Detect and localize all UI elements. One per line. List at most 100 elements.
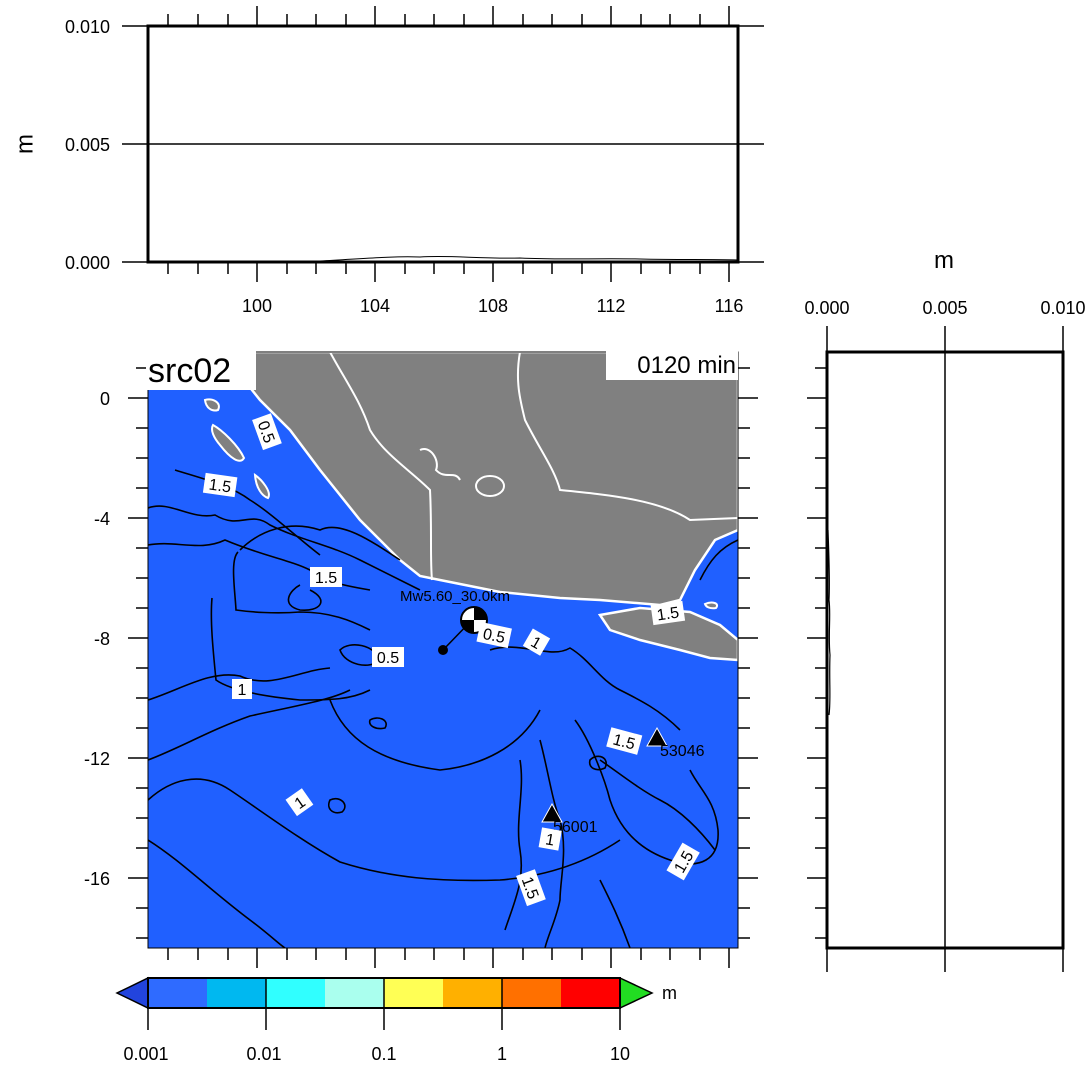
time-label: 0120 min (637, 352, 736, 379)
map-ytick: -8 (94, 629, 110, 649)
colorbar-segment (443, 978, 502, 1008)
lake (475, 475, 505, 497)
colorbar-segment (148, 978, 207, 1008)
colorbar-tick: 0.01 (246, 1044, 281, 1064)
contour-label: 1 (538, 827, 562, 851)
colorbar-tick: 0.1 (371, 1044, 396, 1064)
svg-text:1.5: 1.5 (518, 875, 542, 902)
right-xtick: 0.000 (804, 298, 849, 318)
contour-label: 1.5 (310, 567, 342, 587)
top-profile-panel: m 0.010 0.005 0.000 100 104 108 112 116 (11, 6, 764, 316)
contour-line (588, 755, 607, 771)
contour-line (287, 584, 322, 611)
contour-line (539, 739, 565, 948)
title-box (146, 350, 256, 390)
station-53046: 53046 (646, 726, 705, 760)
contour-line (148, 839, 286, 948)
map-ytick: 0 (100, 389, 110, 409)
contour-line (368, 717, 387, 730)
right-xtick: 0.010 (1040, 298, 1085, 318)
map-ytick: -12 (84, 749, 110, 769)
contour-line (574, 719, 719, 865)
contour-label: 1 (285, 788, 314, 817)
island (253, 472, 270, 500)
contour-line (174, 469, 321, 556)
right-xtick: 0.005 (922, 298, 967, 318)
top-xtick: 112 (597, 296, 626, 316)
colorbar-tick: 0.001 (123, 1044, 168, 1064)
top-xtick: 104 (360, 296, 390, 316)
map-ytick: -16 (84, 869, 110, 889)
top-ytick: 0.005 (65, 135, 110, 155)
contour-label: 0.5 (252, 413, 282, 451)
island (203, 398, 220, 412)
contour-label: 1 (522, 628, 551, 656)
top-xtick: 100 (242, 296, 272, 316)
colorbar-overflow-arrow (619, 976, 654, 1010)
map-panel: Mw5.60_30.0km 53046 56001 0.5 1.5 1.5 0.… (84, 350, 758, 968)
station-triangle-icon (541, 802, 563, 823)
boundary-line (329, 352, 433, 581)
station-triangle-icon (646, 726, 668, 747)
contour-label: 0.5 (372, 647, 404, 667)
epicenter-dot (438, 645, 448, 655)
contour-label: 1.5 (606, 727, 643, 755)
contour-label: 0.5 (476, 621, 512, 649)
colorbar: m 0.001 0.01 0.1 1 10 (115, 976, 677, 1064)
map-ytick: -4 (94, 509, 110, 529)
contour-arc-inner (329, 699, 541, 771)
station-label: 53046 (660, 743, 705, 760)
boundary-line (516, 352, 738, 522)
contour-label: 1.5 (650, 600, 686, 626)
contour-line (148, 667, 331, 701)
time-box (606, 350, 738, 380)
contour-line (148, 689, 351, 761)
right-profile-curve (827, 529, 831, 716)
svg-text:1.5: 1.5 (208, 477, 232, 497)
colorbar-segment (384, 978, 443, 1008)
contour-line (699, 539, 738, 581)
top-xtick: 116 (715, 296, 744, 316)
svg-text:1.5: 1.5 (611, 731, 637, 753)
svg-text:1: 1 (238, 682, 247, 699)
contour-arc-outer (148, 778, 621, 882)
right-profile-panel: m 0.000 0.005 0.010 (804, 247, 1086, 972)
colorbar-segment (561, 978, 620, 1008)
station-56001: 56001 (541, 802, 598, 836)
contour-line (599, 759, 716, 851)
contour-line (599, 879, 631, 948)
focal-mechanism-beachball (460, 606, 488, 634)
top-xtick: 108 (478, 296, 508, 316)
svg-text:1: 1 (544, 831, 556, 849)
colorbar-underflow-arrow (115, 976, 149, 1010)
island (210, 423, 246, 462)
contour-line (148, 505, 421, 591)
colorbar-segment (502, 978, 561, 1008)
contour-label: 1.5 (202, 472, 238, 498)
top-ytick: 0.010 (65, 17, 110, 37)
colorbar-unit: m (662, 983, 677, 1003)
contour-line (504, 759, 523, 931)
event-label: Mw5.60_30.0km (400, 588, 510, 605)
svg-text:0.5: 0.5 (481, 626, 506, 647)
colorbar-segment (207, 978, 266, 1008)
contour-label: 1 (232, 679, 252, 699)
colorbar-segment (325, 978, 384, 1008)
colorbar-segment (266, 978, 325, 1008)
right-xlabel: m (934, 247, 954, 274)
top-profile-curve (319, 255, 739, 262)
svg-text:0.5: 0.5 (377, 650, 399, 667)
boundary-line (419, 448, 461, 481)
contour-line (239, 525, 401, 561)
contour-line (232, 551, 371, 631)
svg-text:1.5: 1.5 (315, 570, 337, 587)
contour-line (327, 797, 346, 814)
colorbar-tick: 1 (497, 1044, 507, 1064)
top-ylabel: m (11, 134, 38, 154)
station-label: 56001 (553, 819, 598, 836)
contour-label: 1.5 (516, 869, 546, 907)
svg-text:1.5: 1.5 (656, 605, 680, 625)
colorbar-tick: 10 (610, 1044, 630, 1064)
map-frame (147, 351, 739, 949)
